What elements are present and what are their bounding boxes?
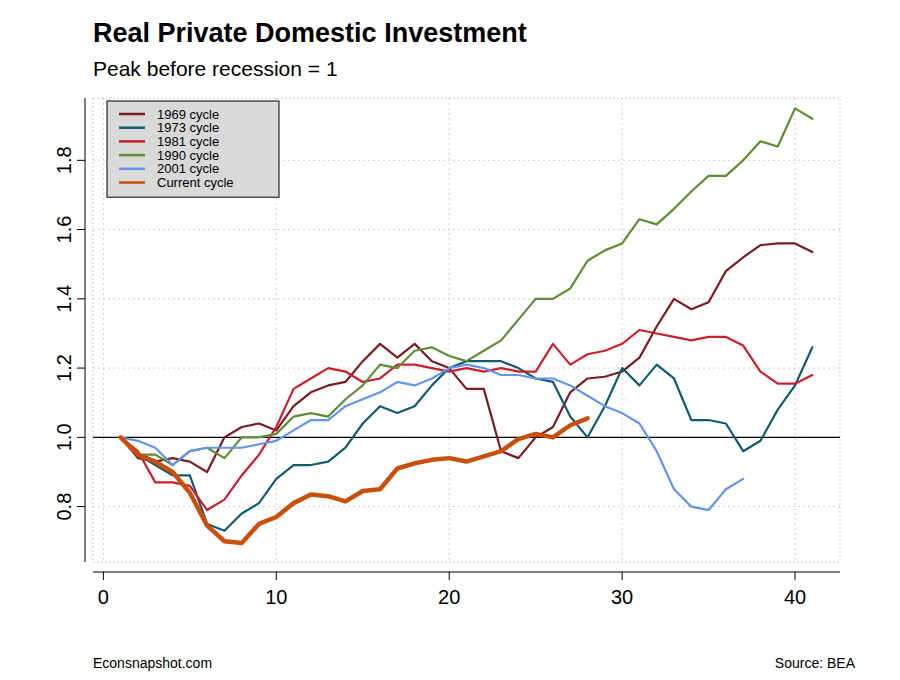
grid-line (93, 229, 840, 230)
grid-line (622, 98, 623, 562)
axis-line (85, 98, 86, 562)
legend-swatch (119, 113, 145, 116)
legend-swatch (119, 140, 145, 143)
tick (77, 437, 85, 438)
y-axis: 0.8 1.0 1.2 1.4 1.6 1.8 (53, 98, 85, 562)
tick (77, 229, 85, 230)
legend-swatch (119, 181, 145, 184)
tick (77, 298, 85, 299)
tick (622, 572, 623, 580)
tick (103, 572, 104, 580)
legend-swatch (119, 168, 145, 171)
tick-label: 0 (98, 586, 109, 608)
legend-swatch (119, 154, 145, 157)
legend: 1969 cycle1973 cycle1981 cycle1990 cycle… (107, 101, 279, 197)
axis-line (93, 572, 840, 573)
tick-label: 40 (784, 586, 806, 608)
subtitle: Peak before recession = 1 (93, 57, 338, 80)
tick-label: 1.8 (53, 146, 75, 174)
tick-label: 1.2 (53, 354, 75, 382)
tick-label: 1.4 (53, 285, 75, 313)
tick-label: 30 (611, 586, 633, 608)
annotation: Econsnapshot.com (93, 655, 212, 671)
tick (77, 160, 85, 161)
chart: Real Private Domestic Investment Peak bef… (0, 0, 900, 680)
annotation: Source: BEA (775, 655, 856, 671)
grid-line (93, 437, 840, 438)
legend-label: Current cycle (157, 175, 234, 190)
series-line (121, 418, 588, 543)
plot-area (93, 108, 840, 543)
legend-box (107, 101, 279, 197)
tick-label: 1.6 (53, 216, 75, 244)
tick (449, 572, 450, 580)
tick (77, 506, 85, 507)
x-axis: 0 10 20 30 40 (93, 572, 840, 608)
tick-label: 0.8 (53, 493, 75, 521)
grid-line (449, 98, 450, 562)
series-line (121, 347, 813, 531)
grid-line (103, 98, 104, 562)
plot-frame (93, 98, 840, 562)
series-line (121, 330, 813, 510)
grid-line (795, 98, 796, 562)
series-line (121, 365, 744, 510)
grid-line (93, 298, 840, 299)
legend-swatch (119, 126, 145, 129)
tick-label: 10 (265, 586, 287, 608)
tick (77, 368, 85, 369)
reference-line (93, 437, 840, 438)
tick-label: 1.0 (53, 423, 75, 451)
series-line (121, 243, 813, 472)
title: Real Private Domestic Investment (93, 18, 527, 48)
tick (276, 572, 277, 580)
tick-label: 20 (438, 586, 460, 608)
tick (795, 572, 796, 580)
